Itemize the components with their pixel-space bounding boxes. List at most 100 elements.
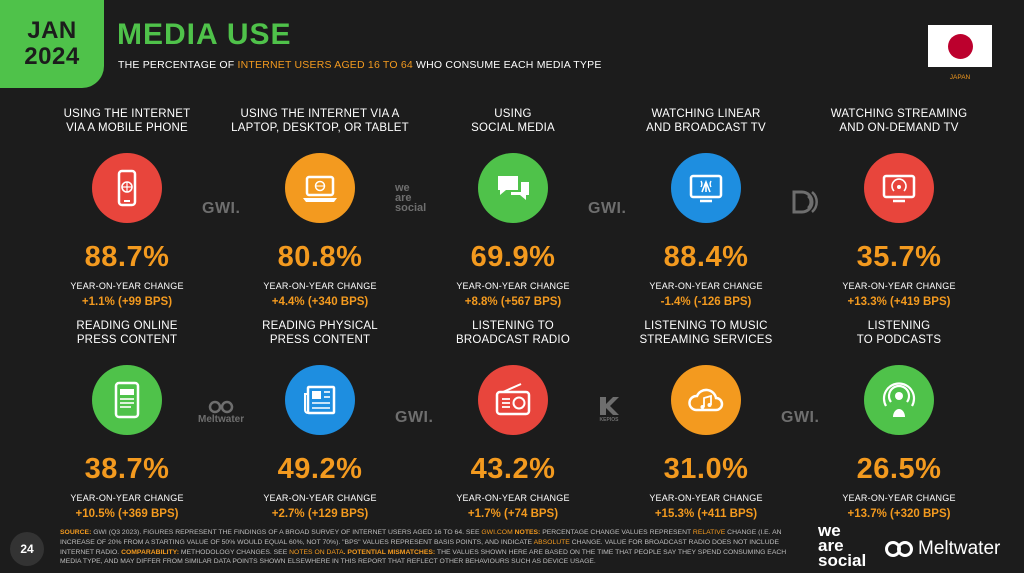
card-yoy-label: YEAR-ON-YEAR CHANGE — [263, 281, 377, 291]
media-stat-card: USING SOCIAL MEDIA 69.9% YEAR-ON-YEAR CHAN… — [423, 107, 603, 308]
card-value: 49.2% — [277, 453, 363, 485]
card-yoy-label: YEAR-ON-YEAR CHANGE — [649, 281, 763, 291]
card-label: LISTENING TO PODCASTS — [856, 320, 942, 346]
card-yoy-value: +15.3% (+411 BPS) — [654, 508, 758, 520]
card-yoy-value: +10.5% (+369 BPS) — [75, 508, 179, 520]
tablet-news-icon — [92, 365, 162, 435]
podcast-icon — [864, 365, 934, 435]
mismatch-label: . POTENTIAL MISMATCHES: — [343, 548, 436, 556]
card-label: USING THE INTERNET VIA A MOBILE PHONE — [63, 108, 191, 134]
meltwater-icon — [208, 400, 234, 414]
source-link[interactable]: GWI.COM — [481, 529, 513, 536]
music-cloud-icon — [671, 365, 741, 435]
meltwater-logo-icon — [885, 541, 913, 557]
card-yoy-label: YEAR-ON-YEAR CHANGE — [70, 281, 184, 291]
meltwater-watermark-text: Meltwater — [198, 414, 245, 425]
card-yoy-value: -1.4% (-126 BPS) — [660, 296, 752, 308]
datareportal-watermark-icon — [790, 188, 822, 221]
page-number: 24 — [10, 532, 44, 566]
kepios-watermark: KEPIOS — [598, 395, 620, 423]
page-title: MEDIA USE — [117, 18, 292, 51]
gwi-watermark: GWI. — [588, 200, 627, 217]
media-stat-card: WATCHING LINEAR AND BROADCAST TV 88.4% YEA… — [616, 107, 796, 308]
notes-relative: RELATIVE — [692, 529, 726, 536]
gwi-watermark: GWI. — [781, 409, 820, 426]
laptop-icon — [285, 153, 355, 223]
card-value: 38.7% — [84, 453, 170, 485]
date-year: 2024 — [24, 43, 80, 70]
we-are-social-watermark: we are social — [395, 182, 427, 214]
card-value: 26.5% — [856, 453, 942, 485]
card-yoy-label: YEAR-ON-YEAR CHANGE — [456, 493, 570, 503]
radio-icon — [478, 365, 548, 435]
comparability-text: METHODOLOGY CHANGES. SEE — [178, 548, 290, 556]
card-label: READING ONLINE PRESS CONTENT — [76, 320, 178, 346]
notes-text: PERCENTAGE CHANGE VALUES REPRESENT — [540, 529, 693, 536]
media-stat-card: LISTENING TO MUSIC STREAMING SERVICES 31.… — [616, 319, 796, 520]
we-are-social-logo: we are social — [818, 521, 867, 570]
notes-text-2: CHANGE (I.E. AN INCREASE OF 20% FROM A S… — [60, 529, 782, 546]
card-value: 43.2% — [470, 453, 556, 485]
card-yoy-value: +4.4% (+340 BPS) — [271, 296, 369, 308]
subtitle-post: WHO CONSUME EACH MEDIA TYPE — [412, 59, 602, 71]
card-yoy-value: +1.1% (+99 BPS) — [81, 296, 173, 308]
source-text: GWI (Q3 2023). FIGURES REPRESENT THE FIN… — [91, 529, 482, 536]
card-yoy-label: YEAR-ON-YEAR CHANGE — [263, 493, 377, 503]
chat-bubbles-icon — [478, 153, 548, 223]
card-yoy-value: +2.7% (+129 BPS) — [271, 508, 369, 520]
media-stat-card: USING THE INTERNET VIA A LAPTOP, DESKTOP… — [230, 107, 410, 308]
media-stat-card: READING PHYSICAL PRESS CONTENT 49.2% YEAR-… — [230, 319, 410, 520]
japan-flag — [928, 25, 992, 67]
page-subtitle: THE PERCENTAGE OF INTERNET USERS AGED 16… — [118, 59, 602, 71]
card-label: LISTENING TO MUSIC STREAMING SERVICES — [639, 320, 773, 346]
meltwater-logo-text: Meltwater — [918, 538, 1001, 559]
media-stat-card: LISTENING TO BROADCAST RADIO 43.2% YEAR-ON… — [423, 319, 603, 520]
date-badge: JAN 2024 — [0, 0, 104, 88]
card-value: 35.7% — [856, 241, 942, 273]
card-label: WATCHING LINEAR AND BROADCAST TV — [646, 108, 766, 134]
card-label: LISTENING TO BROADCAST RADIO — [456, 320, 570, 346]
source-label: SOURCE: — [60, 529, 92, 536]
card-value: 80.8% — [277, 241, 363, 273]
notes-label: NOTES: — [512, 529, 541, 536]
gwi-watermark: GWI. — [202, 200, 241, 217]
card-yoy-value: +8.8% (+567 BPS) — [464, 296, 562, 308]
meltwater-watermark: Meltwater — [198, 400, 244, 425]
notes-absolute: ABSOLUTE — [533, 538, 570, 546]
media-stat-card: READING ONLINE PRESS CONTENT 38.7% YEAR-ON… — [37, 319, 217, 520]
card-yoy-value: +1.7% (+74 BPS) — [467, 508, 559, 520]
card-value: 88.7% — [84, 241, 170, 273]
card-yoy-label: YEAR-ON-YEAR CHANGE — [649, 493, 763, 503]
meltwater-logo: Meltwater — [884, 538, 1000, 560]
card-value: 31.0% — [663, 453, 749, 485]
notes-on-data-link[interactable]: NOTES ON DATA — [289, 548, 344, 556]
media-stat-card: LISTENING TO PODCASTS 26.5% YEAR-ON-YEAR C… — [809, 319, 989, 520]
card-value: 69.9% — [470, 241, 556, 273]
comparability-label: COMPARABILITY: — [121, 548, 179, 556]
card-yoy-value: +13.3% (+419 BPS) — [847, 296, 951, 308]
mobile-phone-icon — [92, 153, 162, 223]
media-stat-card: USING THE INTERNET VIA A MOBILE PHONE 88.… — [37, 107, 217, 308]
streaming-tv-icon — [864, 153, 934, 223]
card-yoy-label: YEAR-ON-YEAR CHANGE — [842, 493, 956, 503]
card-label: WATCHING STREAMING AND ON-DEMAND TV — [830, 108, 968, 134]
flag-sun-icon — [947, 33, 973, 59]
card-label: READING PHYSICAL PRESS CONTENT — [262, 320, 378, 346]
card-yoy-label: YEAR-ON-YEAR CHANGE — [842, 281, 956, 291]
media-stat-card: WATCHING STREAMING AND ON-DEMAND TV 35.7%… — [809, 107, 989, 308]
date-month: JAN — [27, 17, 77, 44]
newspaper-icon — [285, 365, 355, 435]
card-label: USING THE INTERNET VIA A LAPTOP, DESKTOP… — [231, 108, 409, 134]
subtitle-highlight: INTERNET USERS AGED 16 TO 64 — [237, 59, 413, 71]
mismatch-text: THE VALUES SHOWN HERE ARE BASED ON THE T… — [60, 548, 787, 566]
notes-text-3: CHANGE. VALUE FOR BROADCAST RADIO DOES N… — [60, 538, 780, 556]
gwi-watermark: GWI. — [395, 409, 434, 426]
card-yoy-value: +13.7% (+320 BPS) — [847, 508, 951, 520]
card-label: USING SOCIAL MEDIA — [471, 108, 555, 134]
kepios-icon — [600, 397, 619, 415]
subtitle-pre: THE PERCENTAGE OF — [118, 59, 238, 71]
country-label: JAPAN — [949, 74, 971, 81]
card-yoy-label: YEAR-ON-YEAR CHANGE — [456, 281, 570, 291]
card-yoy-label: YEAR-ON-YEAR CHANGE — [70, 493, 184, 503]
footer-notes: SOURCE: GWI (Q3 2023). FIGURES REPRESENT… — [60, 528, 800, 567]
